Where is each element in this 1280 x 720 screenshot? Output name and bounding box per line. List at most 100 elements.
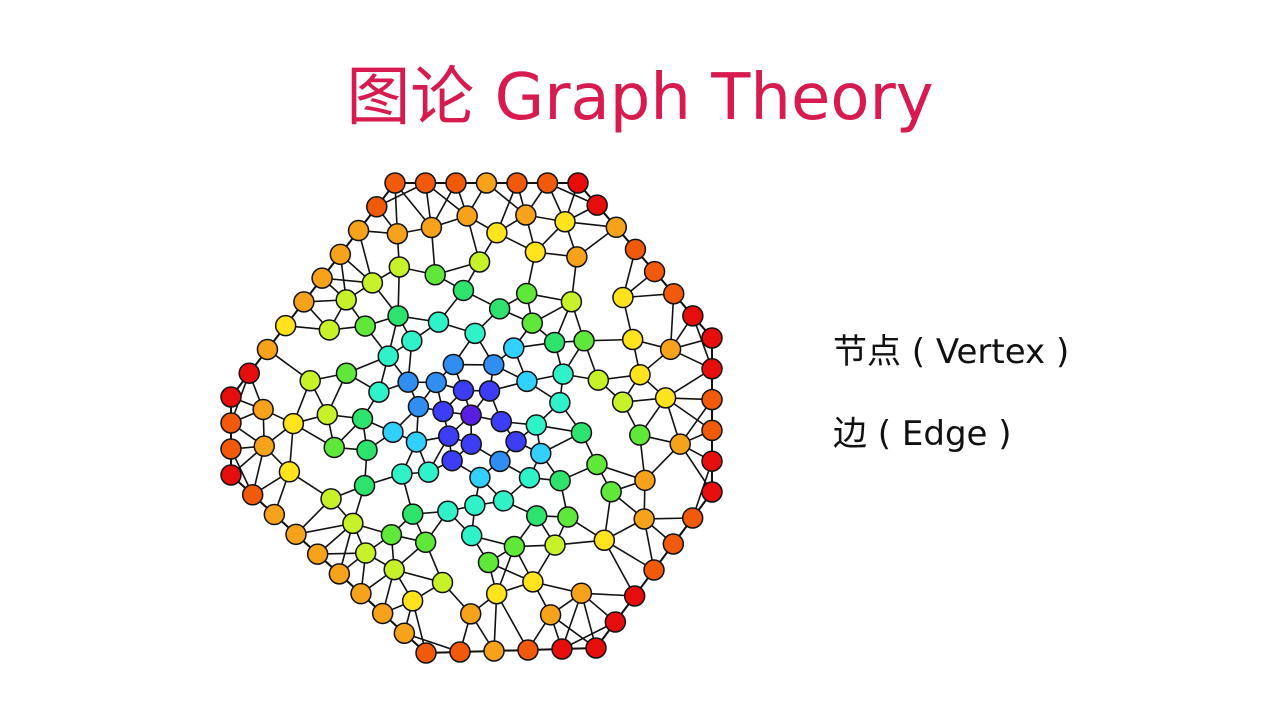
vertex — [220, 464, 242, 486]
vertex — [263, 503, 286, 526]
vertex — [241, 484, 264, 506]
vertex — [586, 194, 608, 216]
vertex — [354, 542, 377, 564]
vertex — [278, 461, 301, 483]
vertex — [253, 435, 275, 457]
vertex — [624, 238, 647, 261]
vertex — [643, 260, 666, 283]
vertex — [437, 425, 460, 447]
vertex — [478, 380, 501, 402]
vertex — [475, 172, 498, 194]
vertex — [431, 571, 454, 594]
vertex — [669, 433, 691, 455]
vertex — [387, 305, 409, 327]
vertex — [420, 216, 443, 239]
vertex — [354, 315, 376, 337]
vertex-legend-label: 节点 ( Vertex ) — [833, 332, 1070, 372]
vertex — [402, 503, 424, 525]
vertex — [442, 353, 465, 376]
vertex — [384, 172, 406, 194]
vertex — [414, 531, 437, 554]
vertex — [518, 466, 541, 489]
vertex — [380, 523, 403, 546]
vertex — [515, 282, 538, 305]
vertex — [432, 400, 454, 423]
vertex — [701, 419, 723, 442]
vertex — [377, 345, 399, 367]
vertex — [456, 205, 478, 227]
vertex — [405, 431, 428, 453]
vertex — [452, 279, 475, 302]
vertex — [427, 311, 450, 333]
vertex — [361, 272, 384, 294]
vertex — [353, 474, 376, 497]
vertex — [316, 403, 339, 426]
vertex — [503, 337, 525, 359]
vertex — [424, 263, 446, 286]
vertex — [612, 286, 634, 309]
vertex — [386, 222, 409, 245]
vertex — [629, 424, 651, 446]
vertex — [299, 370, 321, 392]
vertex — [282, 412, 305, 435]
vertex — [417, 461, 440, 483]
vertex — [629, 363, 651, 386]
vertex — [401, 330, 423, 352]
vertex — [366, 196, 388, 218]
vertex — [407, 395, 430, 418]
vertex — [464, 494, 486, 517]
vertex — [256, 338, 279, 361]
vertex — [662, 282, 685, 305]
vertex — [503, 535, 526, 558]
legend: 节点 ( Vertex ) 边 ( Edge ) — [833, 328, 1233, 458]
vertex — [585, 637, 607, 659]
vertex — [350, 582, 372, 605]
vertex — [681, 507, 704, 529]
vertex — [492, 490, 515, 512]
vertex — [274, 314, 297, 337]
vertex — [441, 449, 463, 472]
vertex — [566, 246, 588, 268]
vertex — [701, 388, 723, 411]
vertex — [437, 500, 459, 522]
vertex — [356, 439, 378, 461]
vertex — [701, 327, 723, 349]
vertex — [368, 381, 390, 403]
vertex — [351, 407, 374, 430]
vertex — [623, 585, 646, 607]
vertex — [490, 410, 513, 433]
vertex — [701, 358, 723, 380]
vertex — [560, 291, 583, 313]
vertex — [505, 430, 527, 453]
vertex — [516, 370, 538, 393]
vertex — [285, 523, 307, 546]
vertex — [460, 524, 483, 547]
vertex — [425, 371, 447, 394]
vertex — [701, 450, 723, 472]
vertex — [323, 436, 345, 459]
vertex — [543, 331, 566, 354]
vertex — [342, 512, 364, 535]
vertex — [593, 529, 616, 551]
vertex — [329, 243, 352, 266]
vertex — [517, 639, 539, 661]
vertex — [220, 438, 242, 460]
vertex — [586, 453, 608, 476]
vertex — [525, 505, 548, 527]
vertex — [293, 291, 315, 313]
vertex — [459, 603, 482, 625]
vertex — [220, 386, 242, 408]
vertex — [604, 611, 627, 633]
vertex — [485, 582, 508, 605]
vertex — [659, 338, 682, 361]
vertex — [220, 412, 242, 434]
vertex — [524, 241, 547, 263]
vertex — [552, 363, 574, 385]
vertex — [521, 312, 544, 334]
vertex — [477, 551, 500, 574]
vertex — [587, 369, 610, 391]
vertex — [328, 563, 351, 585]
vertex — [445, 172, 467, 194]
vertex — [530, 442, 552, 465]
vertex — [306, 543, 329, 565]
